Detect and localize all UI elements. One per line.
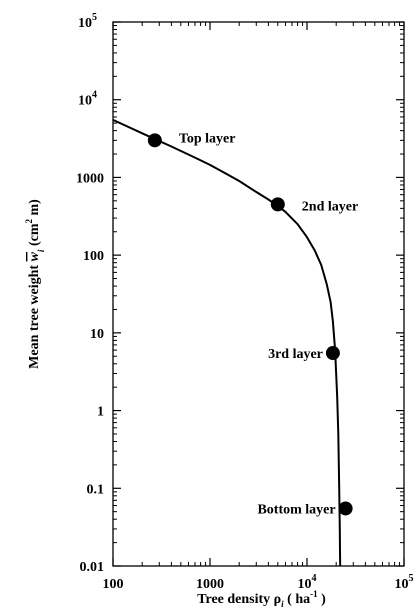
y-axis-title-symbol: w — [27, 251, 42, 261]
x-axis-title-unit-exp: -1 — [310, 589, 318, 599]
point-label: Bottom layer — [257, 502, 335, 517]
axes-layer: 100 1000 104 1050.010.11101001000104105Tree… — [24, 12, 414, 609]
y-tick-label: 1000 — [76, 171, 104, 186]
x-axis-title-unit: ( ha — [284, 592, 310, 607]
y-tick-label: 0.1 — [87, 482, 105, 497]
y-tick-base: 10 — [78, 16, 92, 31]
curve-layer — [112, 118, 342, 567]
point-label: Top layer — [179, 131, 236, 146]
point-label: 2nd layer — [302, 199, 358, 214]
y-tick-exponent: 4 — [92, 90, 97, 101]
y-axis-title-unit-exp: 2 — [24, 218, 34, 223]
x-tick-exponent: 5 — [409, 573, 414, 584]
x-tick-base: 10 — [298, 577, 312, 592]
x-axis-title-unit-close: ) — [318, 592, 327, 607]
x-axis-title: Tree density ρi ( ha-1 ) — [197, 589, 326, 609]
y-tick-label: 10 — [90, 327, 104, 342]
x-axis-title-sub: i — [281, 599, 284, 609]
x-tick-label: 105 — [395, 573, 414, 592]
plot-frame — [112, 21, 405, 567]
point-label: 3rd layer — [268, 347, 323, 362]
fitted-curve — [112, 118, 342, 567]
y-tick-exponent: 5 — [92, 12, 97, 23]
x-tick-base: 10 — [395, 577, 409, 592]
data-point — [338, 501, 353, 516]
labels-layer: Top layer 2nd layer 3rd layer Bottom layer — [179, 131, 358, 517]
x-tick-label: 104 — [298, 573, 317, 592]
y-tick-label: 100 — [83, 249, 104, 264]
y-tick-label: 1 — [97, 405, 104, 420]
data-point — [325, 346, 340, 361]
x-tick-exponent: 4 — [312, 573, 317, 584]
y-tick-base: 10 — [78, 94, 92, 109]
y-tick-label: 0.01 — [80, 560, 105, 575]
y-axis-title: Mean tree weight wi (cm2 m) — [24, 199, 46, 369]
data-point — [147, 133, 162, 148]
y-axis-title-main: Mean tree weight — [27, 261, 42, 368]
x-tick-label: 1000 — [196, 577, 224, 592]
x-axis-title-main: Tree density ρ — [197, 592, 281, 607]
y-tick-label: 104 — [78, 90, 97, 109]
x-tick-label: 100 — [103, 577, 124, 592]
y-tick-label: 105 — [78, 12, 97, 31]
points-layer — [147, 133, 353, 516]
data-point — [270, 197, 285, 212]
y-axis-title-sub: i — [36, 249, 46, 252]
y-axis-title-unit: (cm — [27, 223, 42, 249]
y-axis-title-unit-close: m) — [27, 199, 42, 219]
